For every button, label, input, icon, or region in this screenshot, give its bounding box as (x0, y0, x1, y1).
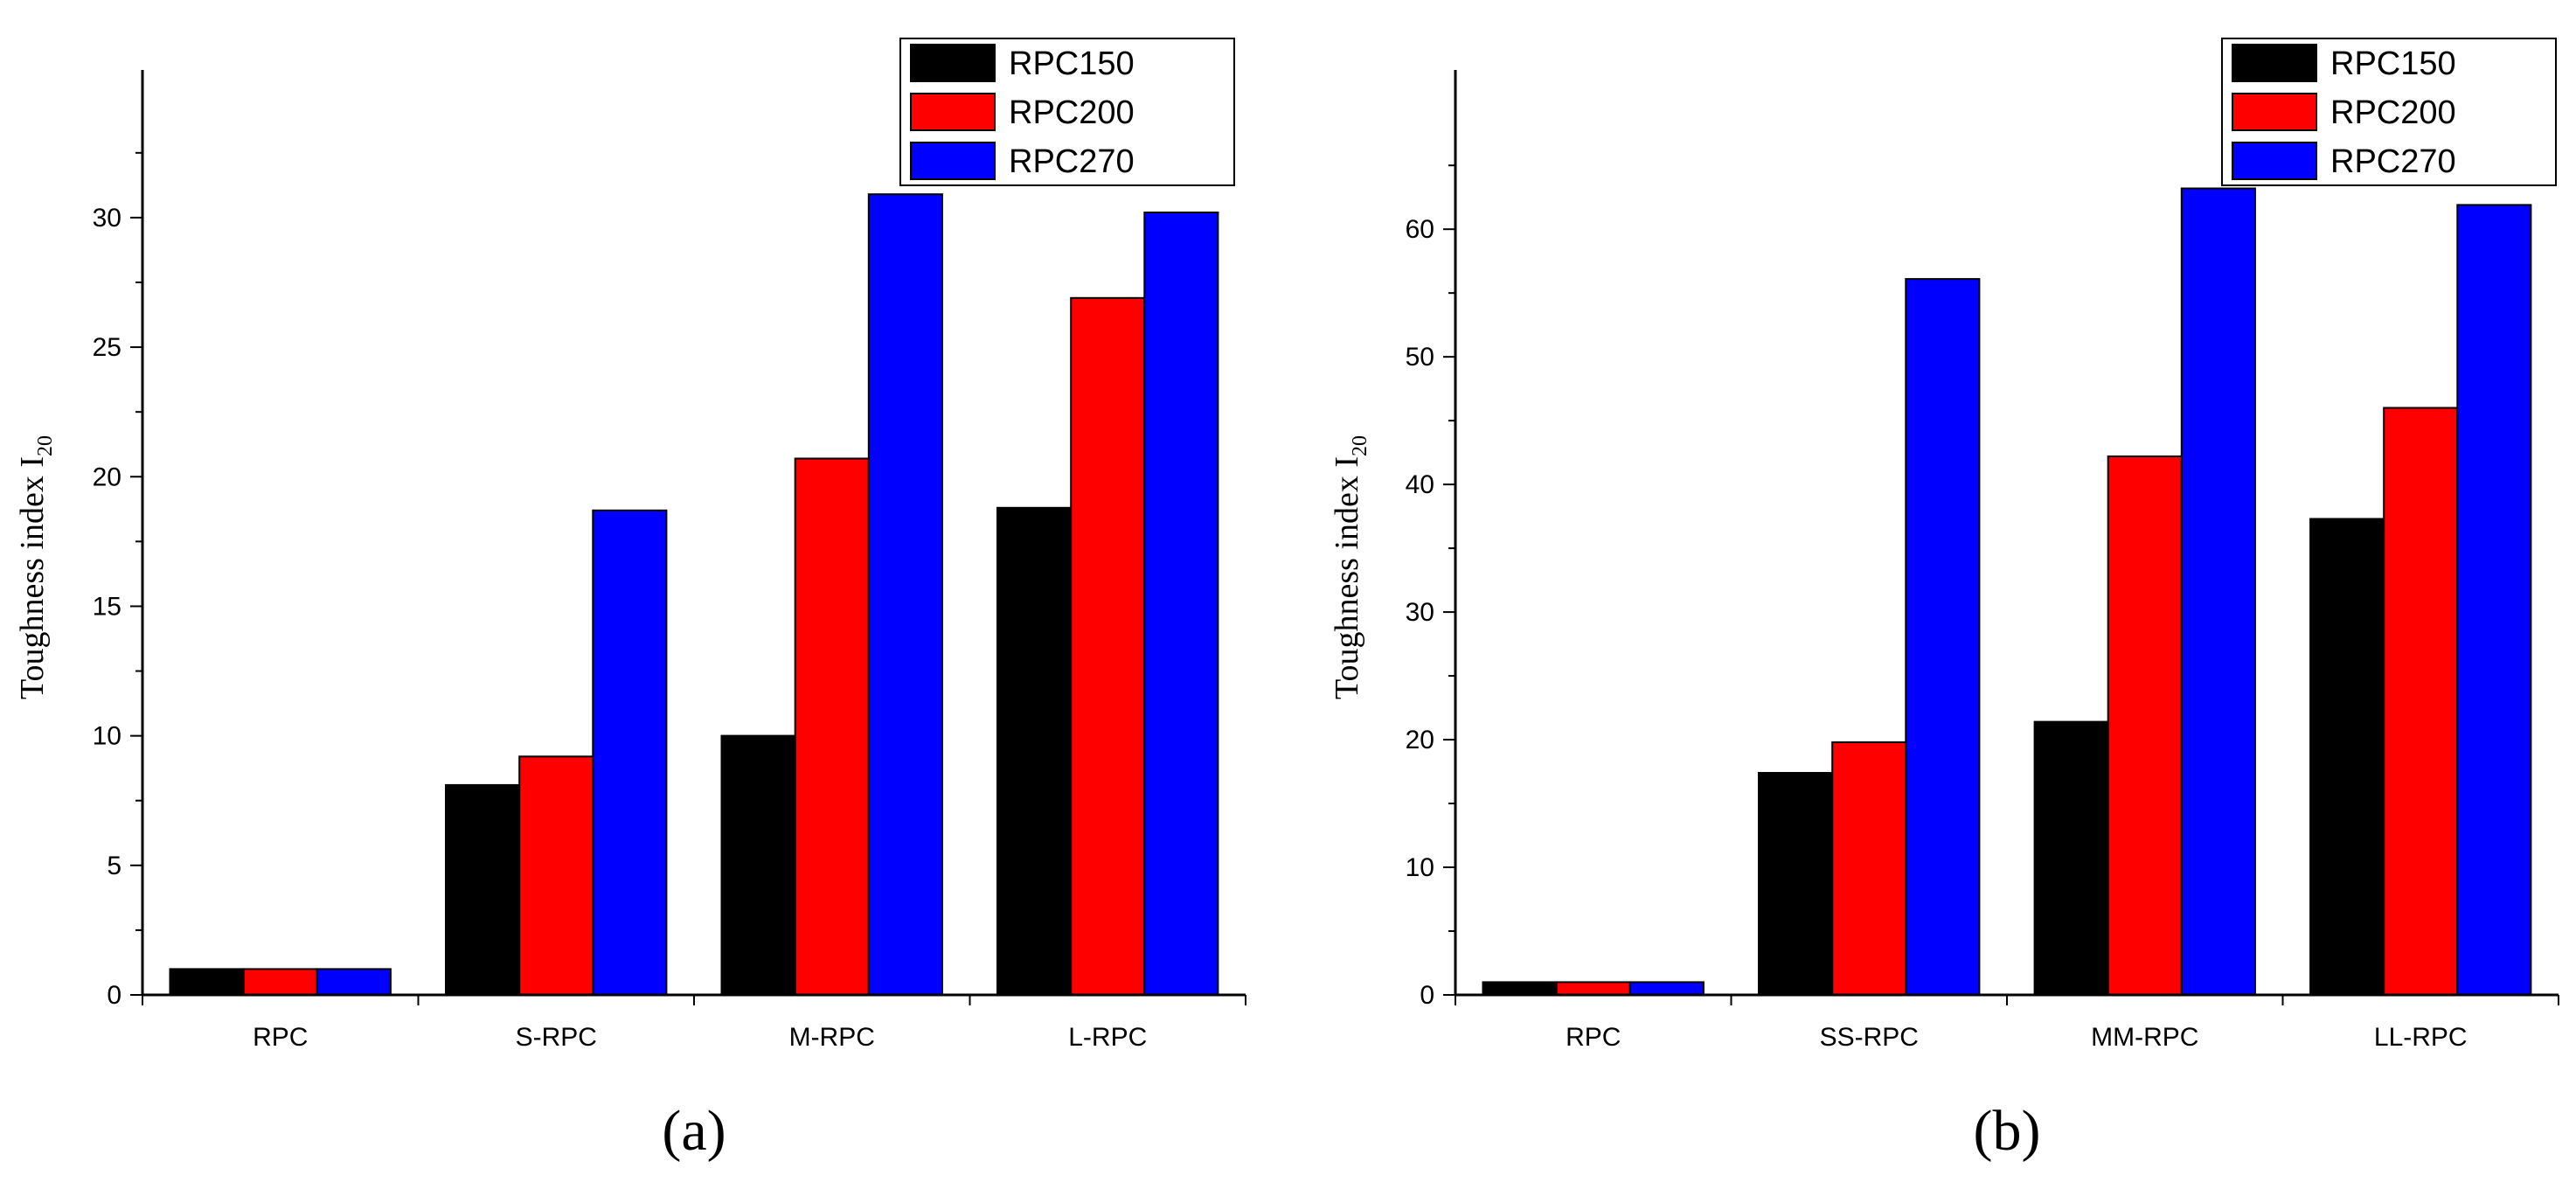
bar-a-rpc270-m-rpc (867, 193, 943, 996)
legend-a: RPC150 RPC200 RPC270 (899, 38, 1235, 186)
legend-swatch-a-rpc270 (910, 142, 996, 180)
y-tick-label-a-10: 10 (93, 722, 122, 751)
legend-swatch-b-rpc200 (2232, 93, 2317, 131)
bars-b (1482, 187, 2532, 997)
panel-label-a: (a) (662, 1099, 726, 1163)
x-category-label-b-ss-rpc: SS-RPC (1820, 1023, 1919, 1052)
bar-b-rpc270-ss-rpc (1905, 278, 1981, 997)
x-category-label-a-s-rpc: S-RPC (516, 1023, 597, 1052)
legend-label-b-rpc270: RPC270 (2330, 143, 2456, 180)
bar-b-rpc150-mm-rpc (2033, 720, 2109, 996)
bar-b-rpc150-ss-rpc (1758, 772, 1834, 996)
y-tick-label-a-15: 15 (93, 592, 122, 621)
bar-a-rpc200-l-rpc (1070, 296, 1146, 996)
legend-label-b-rpc150: RPC150 (2330, 45, 2456, 82)
y-tick-label-a-5: 5 (107, 852, 122, 880)
bar-b-rpc270-ll-rpc (2456, 204, 2532, 996)
legend-label-a-rpc200: RPC200 (1009, 94, 1135, 131)
bar-b-rpc150-ll-rpc (2309, 518, 2385, 996)
y-tick-label-b-60: 60 (1406, 215, 1434, 244)
bar-b-rpc200-mm-rpc (2107, 455, 2183, 996)
bar-a-rpc150-s-rpc (445, 783, 521, 997)
bar-b-rpc150-rpc (1482, 981, 1558, 997)
y-tick-label-a-25: 25 (93, 333, 122, 362)
y-ticks-b: 0 10 20 30 40 50 60 (1406, 164, 1455, 1010)
bar-b-rpc200-ll-rpc (2383, 407, 2459, 996)
y-tick-label-b-10: 10 (1406, 853, 1434, 882)
bar-a-rpc270-s-rpc (592, 509, 668, 996)
bar-a-rpc200-rpc (242, 968, 318, 997)
legend-label-a-rpc270: RPC270 (1009, 143, 1135, 180)
y-ticks-a: 0 5 10 15 20 25 30 (93, 151, 142, 1010)
y-tick-label-a-0: 0 (107, 981, 122, 1010)
legend-label-b-rpc200: RPC200 (2330, 94, 2456, 131)
bar-a-rpc200-s-rpc (518, 755, 594, 996)
bar-b-rpc270-mm-rpc (2180, 187, 2256, 996)
panel-label-b: (b) (1974, 1099, 2041, 1163)
bar-b-rpc200-ss-rpc (1831, 741, 1907, 996)
y-axis-label-b: Toughness index I20 (1329, 435, 1371, 699)
chart-panel-a: 0 5 10 15 20 25 30 RPC S-RPC M-RPC L-RPC Toughnes… (14, 38, 1246, 1163)
x-category-label-a-rpc: RPC (253, 1023, 308, 1052)
x-categories-a: RPC S-RPC M-RPC L-RPC (142, 995, 1246, 1052)
bar-a-rpc200-m-rpc (794, 457, 870, 996)
bar-a-rpc150-m-rpc (720, 734, 796, 996)
bar-b-rpc270-rpc (1628, 981, 1705, 997)
bars-a (169, 193, 1219, 997)
y-axis-label-main-a: Toughness index I (14, 456, 51, 699)
x-category-label-b-ll-rpc: LL-RPC (2374, 1023, 2468, 1052)
bar-b-rpc200-rpc (1555, 981, 1631, 997)
y-tick-label-b-30: 30 (1406, 598, 1434, 627)
y-tick-label-a-20: 20 (93, 462, 122, 491)
y-tick-label-b-0: 0 (1420, 981, 1434, 1010)
y-tick-label-b-50: 50 (1406, 343, 1434, 372)
y-tick-label-b-20: 20 (1406, 726, 1434, 754)
y-axis-label-a: Toughness index I20 (14, 435, 57, 699)
legend-label-a-rpc150: RPC150 (1009, 45, 1135, 82)
y-axis-label-subscript-a: 20 (34, 435, 57, 456)
bar-a-rpc270-rpc (316, 968, 392, 997)
x-category-label-a-m-rpc: M-RPC (789, 1023, 875, 1052)
bar-a-rpc150-rpc (169, 968, 245, 997)
y-axis-label-subscript-b: 20 (1349, 435, 1371, 456)
y-axis-label-main-b: Toughness index I (1329, 456, 1365, 699)
y-tick-label-b-40: 40 (1406, 470, 1434, 499)
x-category-label-a-l-rpc: L-RPC (1068, 1023, 1147, 1052)
legend-b: RPC150 RPC200 RPC270 (2221, 38, 2557, 186)
y-tick-label-a-30: 30 (93, 204, 122, 233)
legend-swatch-a-rpc150 (910, 44, 996, 82)
x-categories-b: RPC SS-RPC MM-RPC LL-RPC (1455, 995, 2559, 1052)
chart-panel-b: 0 10 20 30 40 50 60 RPC SS-RPC MM-RPC LL-RPC Toug… (1329, 38, 2559, 1163)
bar-a-rpc270-l-rpc (1143, 212, 1219, 996)
legend-swatch-a-rpc200 (910, 93, 996, 131)
legend-swatch-b-rpc270 (2232, 142, 2317, 180)
x-category-label-b-mm-rpc: MM-RPC (2091, 1023, 2198, 1052)
legend-swatch-b-rpc150 (2232, 44, 2317, 82)
bar-a-rpc150-l-rpc (996, 506, 1073, 996)
x-category-label-b-rpc: RPC (1566, 1023, 1621, 1052)
